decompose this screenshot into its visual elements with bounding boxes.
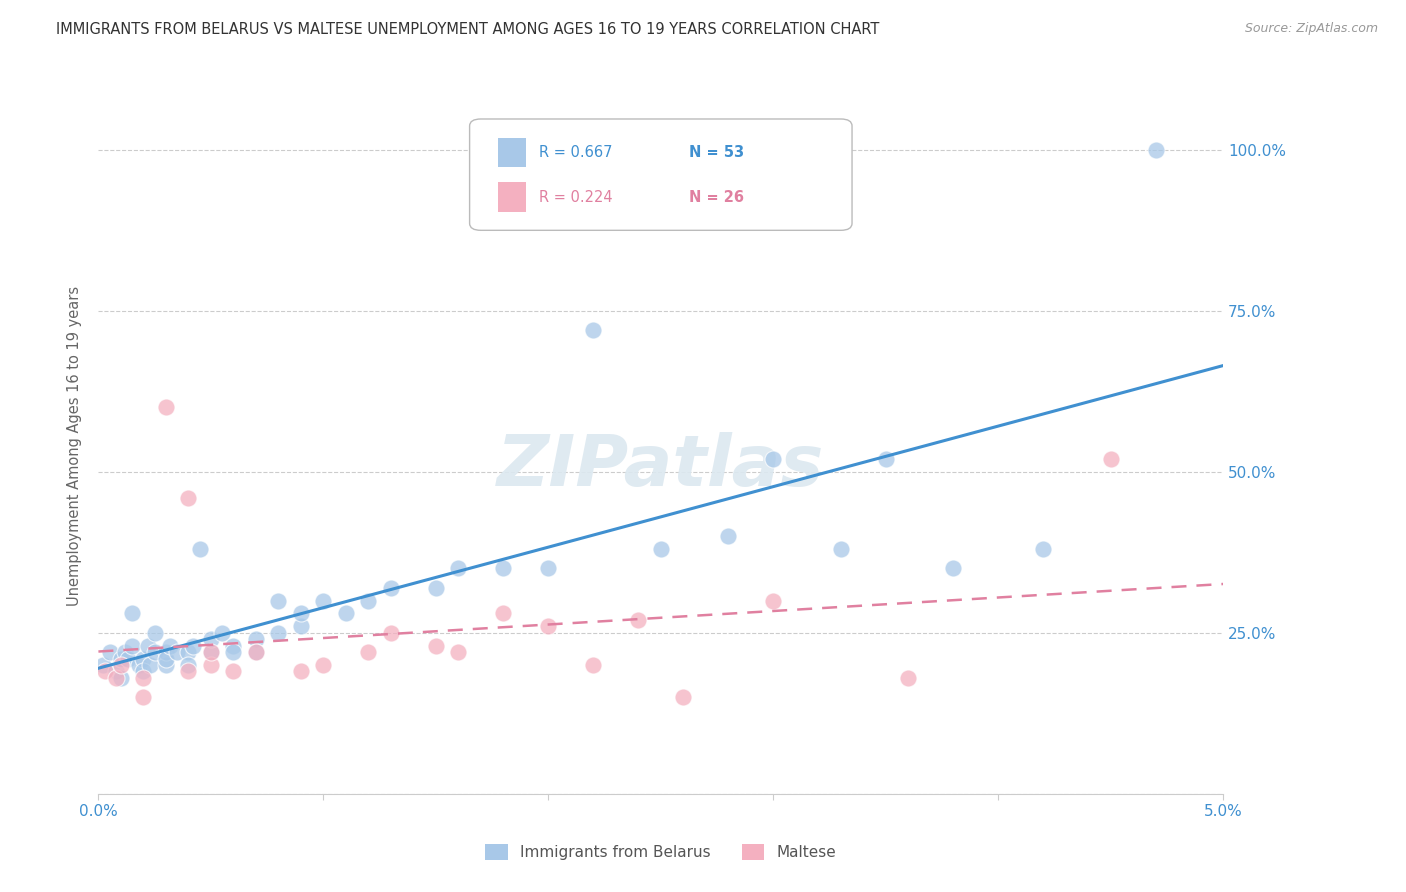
Point	[492, 561, 515, 575]
Text: ZIPatlas: ZIPatlas	[498, 433, 824, 501]
Point	[672, 690, 695, 705]
Point	[425, 581, 447, 595]
Point	[166, 645, 188, 659]
Point	[897, 671, 920, 685]
Text: Source: ZipAtlas.com: Source: ZipAtlas.com	[1244, 22, 1378, 36]
Point	[94, 665, 117, 679]
Point	[121, 607, 143, 621]
Point	[110, 671, 132, 685]
Point	[762, 593, 785, 607]
Point	[117, 651, 139, 665]
Bar	[498, 137, 526, 167]
Point	[290, 665, 312, 679]
Point	[200, 658, 222, 673]
Point	[177, 491, 200, 505]
Point	[105, 671, 128, 685]
Point	[447, 561, 470, 575]
Point	[942, 561, 965, 575]
Point	[132, 671, 155, 685]
Legend: Immigrants from Belarus, Maltese: Immigrants from Belarus, Maltese	[479, 838, 842, 866]
Point	[875, 451, 897, 466]
Point	[222, 645, 245, 659]
Point	[380, 581, 402, 595]
Point	[136, 639, 159, 653]
Point	[267, 625, 290, 640]
Point	[98, 645, 121, 659]
Text: N = 26: N = 26	[689, 190, 744, 204]
Point	[357, 593, 380, 607]
Text: IMMIGRANTS FROM BELARUS VS MALTESE UNEMPLOYMENT AMONG AGES 16 TO 19 YEARS CORREL: IMMIGRANTS FROM BELARUS VS MALTESE UNEMP…	[56, 22, 880, 37]
Point	[1099, 451, 1122, 466]
Point	[132, 690, 155, 705]
Point	[177, 658, 200, 673]
Point	[380, 625, 402, 640]
Point	[245, 645, 267, 659]
Point	[200, 645, 222, 659]
Point	[357, 645, 380, 659]
FancyBboxPatch shape	[470, 119, 852, 230]
Point	[155, 651, 177, 665]
Point	[1144, 143, 1167, 157]
Point	[128, 658, 150, 673]
Point	[762, 451, 785, 466]
Point	[155, 401, 177, 415]
Point	[200, 645, 222, 659]
Text: R = 0.667: R = 0.667	[540, 145, 613, 160]
Point	[105, 665, 128, 679]
Text: R = 0.224: R = 0.224	[540, 190, 613, 204]
Point	[245, 632, 267, 647]
Point	[159, 639, 181, 653]
Point	[650, 542, 672, 557]
Point	[290, 607, 312, 621]
Point	[110, 658, 132, 673]
Point	[582, 658, 605, 673]
Point	[110, 651, 132, 665]
Point	[627, 613, 650, 627]
Point	[211, 625, 233, 640]
Point	[155, 645, 177, 659]
Point	[188, 542, 211, 557]
Point	[114, 645, 136, 659]
Point	[121, 639, 143, 653]
Point	[139, 658, 162, 673]
Point	[267, 593, 290, 607]
Point	[830, 542, 852, 557]
Point	[312, 593, 335, 607]
Point	[143, 625, 166, 640]
Point	[177, 665, 200, 679]
Point	[290, 619, 312, 633]
Point	[335, 607, 357, 621]
Point	[1032, 542, 1054, 557]
Point	[447, 645, 470, 659]
Point	[537, 561, 560, 575]
Point	[181, 639, 204, 653]
Point	[537, 619, 560, 633]
Point	[132, 665, 155, 679]
Point	[582, 323, 605, 337]
Point	[200, 632, 222, 647]
Point	[143, 645, 166, 659]
Bar	[498, 183, 526, 211]
Point	[91, 658, 114, 673]
Point	[492, 607, 515, 621]
Point	[132, 651, 155, 665]
Point	[177, 645, 200, 659]
Point	[245, 645, 267, 659]
Y-axis label: Unemployment Among Ages 16 to 19 years: Unemployment Among Ages 16 to 19 years	[67, 286, 83, 606]
Point	[155, 658, 177, 673]
Point	[222, 639, 245, 653]
Text: N = 53: N = 53	[689, 145, 744, 160]
Point	[222, 665, 245, 679]
Point	[312, 658, 335, 673]
Point	[717, 529, 740, 543]
Point	[425, 639, 447, 653]
